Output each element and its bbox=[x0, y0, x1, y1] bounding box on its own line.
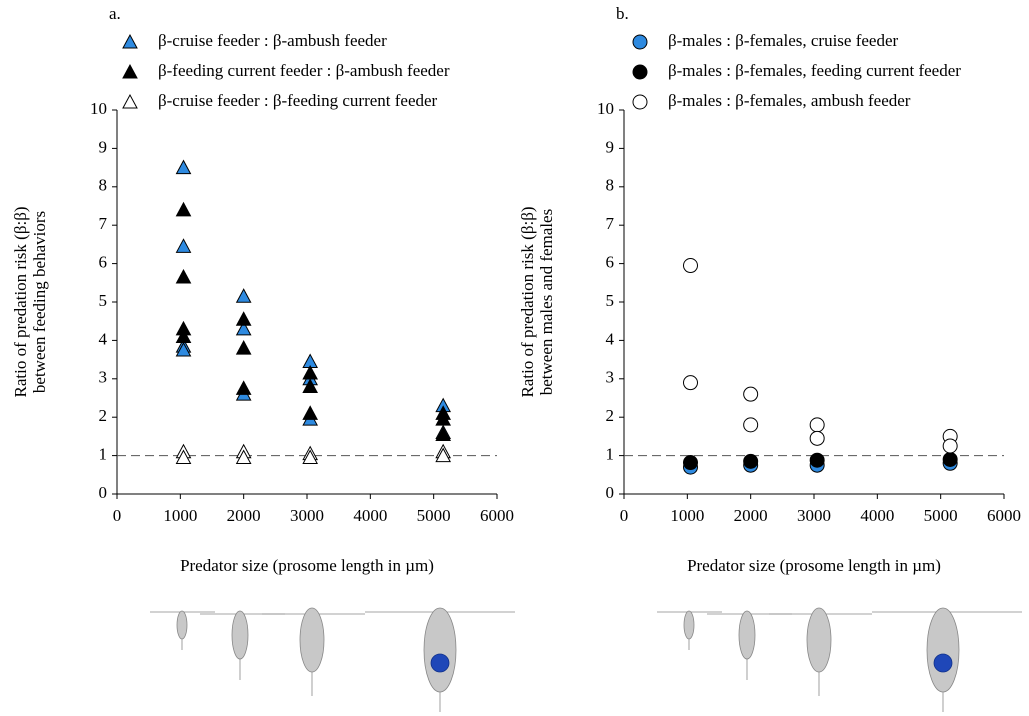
x-tick-label: 5000 bbox=[417, 506, 451, 525]
y-tick-label: 7 bbox=[606, 214, 615, 233]
x-tick-label: 0 bbox=[113, 506, 122, 525]
x-tick-label: 4000 bbox=[353, 506, 387, 525]
y-tick-label: 9 bbox=[99, 137, 108, 156]
legend-label: β-cruise feeder : β-feeding current feed… bbox=[158, 91, 438, 110]
triangle-marker bbox=[175, 268, 192, 284]
circle-marker bbox=[683, 455, 698, 471]
y-tick-label: 1 bbox=[99, 445, 108, 464]
circle-marker bbox=[809, 417, 825, 433]
circle-marker bbox=[809, 430, 825, 446]
circle-marker bbox=[809, 452, 825, 468]
y-tick-label: 8 bbox=[606, 176, 615, 195]
x-tick-label: 3000 bbox=[797, 506, 831, 525]
triangle-marker bbox=[235, 320, 252, 336]
y-tick-label: 6 bbox=[99, 253, 108, 272]
x-tick-label: 1000 bbox=[163, 506, 197, 525]
circle-marker bbox=[683, 258, 698, 274]
x-tick-label: 4000 bbox=[860, 506, 894, 525]
y-axis-label: Ratio of predation risk (β:β) bbox=[11, 206, 30, 397]
triangle-marker bbox=[302, 405, 319, 420]
x-tick-label: 6000 bbox=[480, 506, 514, 525]
y-axis-label: Ratio of predation risk (β:β) bbox=[518, 206, 537, 397]
copepod-illustrations bbox=[150, 607, 1022, 712]
triangle-marker bbox=[175, 201, 192, 217]
panel-label: a. bbox=[109, 4, 121, 23]
y-tick-label: 9 bbox=[606, 137, 615, 156]
legend-marker bbox=[122, 33, 138, 49]
y-tick-label: 2 bbox=[606, 406, 615, 425]
copepods-a bbox=[150, 607, 515, 712]
x-tick-label: 3000 bbox=[290, 506, 324, 525]
triangle-marker bbox=[175, 449, 192, 465]
triangle-marker bbox=[235, 311, 252, 326]
x-axis-label: Predator size (prosome length in µm) bbox=[687, 556, 941, 575]
y-tick-label: 10 bbox=[90, 99, 107, 118]
triangle-marker bbox=[435, 447, 452, 463]
legend-marker bbox=[632, 64, 648, 80]
y-tick-label: 2 bbox=[99, 406, 108, 425]
panel-label: b. bbox=[616, 4, 629, 23]
y-tick-label: 4 bbox=[606, 329, 615, 348]
legend-marker bbox=[632, 94, 648, 110]
copepods-b bbox=[657, 607, 1022, 712]
triangle-marker bbox=[235, 380, 252, 395]
y-tick-label: 0 bbox=[99, 483, 108, 502]
legend-label: β-males : β-females, feeding current fee… bbox=[668, 61, 961, 80]
x-tick-label: 6000 bbox=[987, 506, 1021, 525]
y-axis-label: between males and females bbox=[537, 209, 556, 395]
legend-label: β-feeding current feeder : β-ambush feed… bbox=[158, 61, 450, 80]
triangle-marker bbox=[175, 341, 192, 357]
x-tick-label: 2000 bbox=[734, 506, 768, 525]
triangle-marker bbox=[175, 159, 192, 175]
x-axis-label: Predator size (prosome length in µm) bbox=[180, 556, 434, 575]
circle-marker bbox=[743, 453, 759, 469]
y-tick-label: 3 bbox=[99, 368, 108, 387]
circle-marker bbox=[683, 375, 698, 391]
legend-label: β-males : β-females, ambush feeder bbox=[668, 91, 911, 110]
y-axis-label: between feeding behaviors bbox=[30, 211, 49, 393]
circle-marker bbox=[743, 386, 759, 402]
y-tick-label: 10 bbox=[597, 99, 614, 118]
triangle-marker bbox=[435, 411, 452, 426]
y-tick-label: 6 bbox=[606, 253, 615, 272]
circle-marker bbox=[942, 438, 958, 454]
triangle-marker bbox=[435, 426, 452, 441]
triangle-marker bbox=[235, 340, 252, 355]
y-tick-label: 5 bbox=[606, 291, 615, 310]
circle-marker bbox=[743, 417, 759, 433]
legend-label: β-cruise feeder : β-ambush feeder bbox=[158, 31, 387, 50]
x-tick-label: 1000 bbox=[670, 506, 704, 525]
y-tick-label: 8 bbox=[99, 176, 108, 195]
x-tick-label: 2000 bbox=[227, 506, 261, 525]
legend-label: β-males : β-females, cruise feeder bbox=[668, 31, 898, 50]
y-tick-label: 4 bbox=[99, 329, 108, 348]
triangle-marker bbox=[302, 378, 319, 393]
circle-marker bbox=[942, 451, 958, 467]
triangle-marker bbox=[235, 288, 252, 303]
triangle-marker bbox=[175, 238, 192, 253]
y-tick-label: 7 bbox=[99, 214, 108, 233]
y-tick-label: 0 bbox=[606, 483, 615, 502]
legend-marker bbox=[122, 93, 138, 109]
triangle-marker bbox=[235, 449, 252, 465]
y-tick-label: 3 bbox=[606, 368, 615, 387]
triangle-marker bbox=[302, 449, 319, 465]
x-tick-label: 0 bbox=[620, 506, 629, 525]
triangle-marker bbox=[175, 328, 192, 344]
legend-marker bbox=[632, 34, 648, 50]
legend-marker bbox=[122, 63, 138, 79]
y-tick-label: 5 bbox=[99, 291, 108, 310]
x-tick-label: 5000 bbox=[924, 506, 958, 525]
y-tick-label: 1 bbox=[606, 445, 615, 464]
